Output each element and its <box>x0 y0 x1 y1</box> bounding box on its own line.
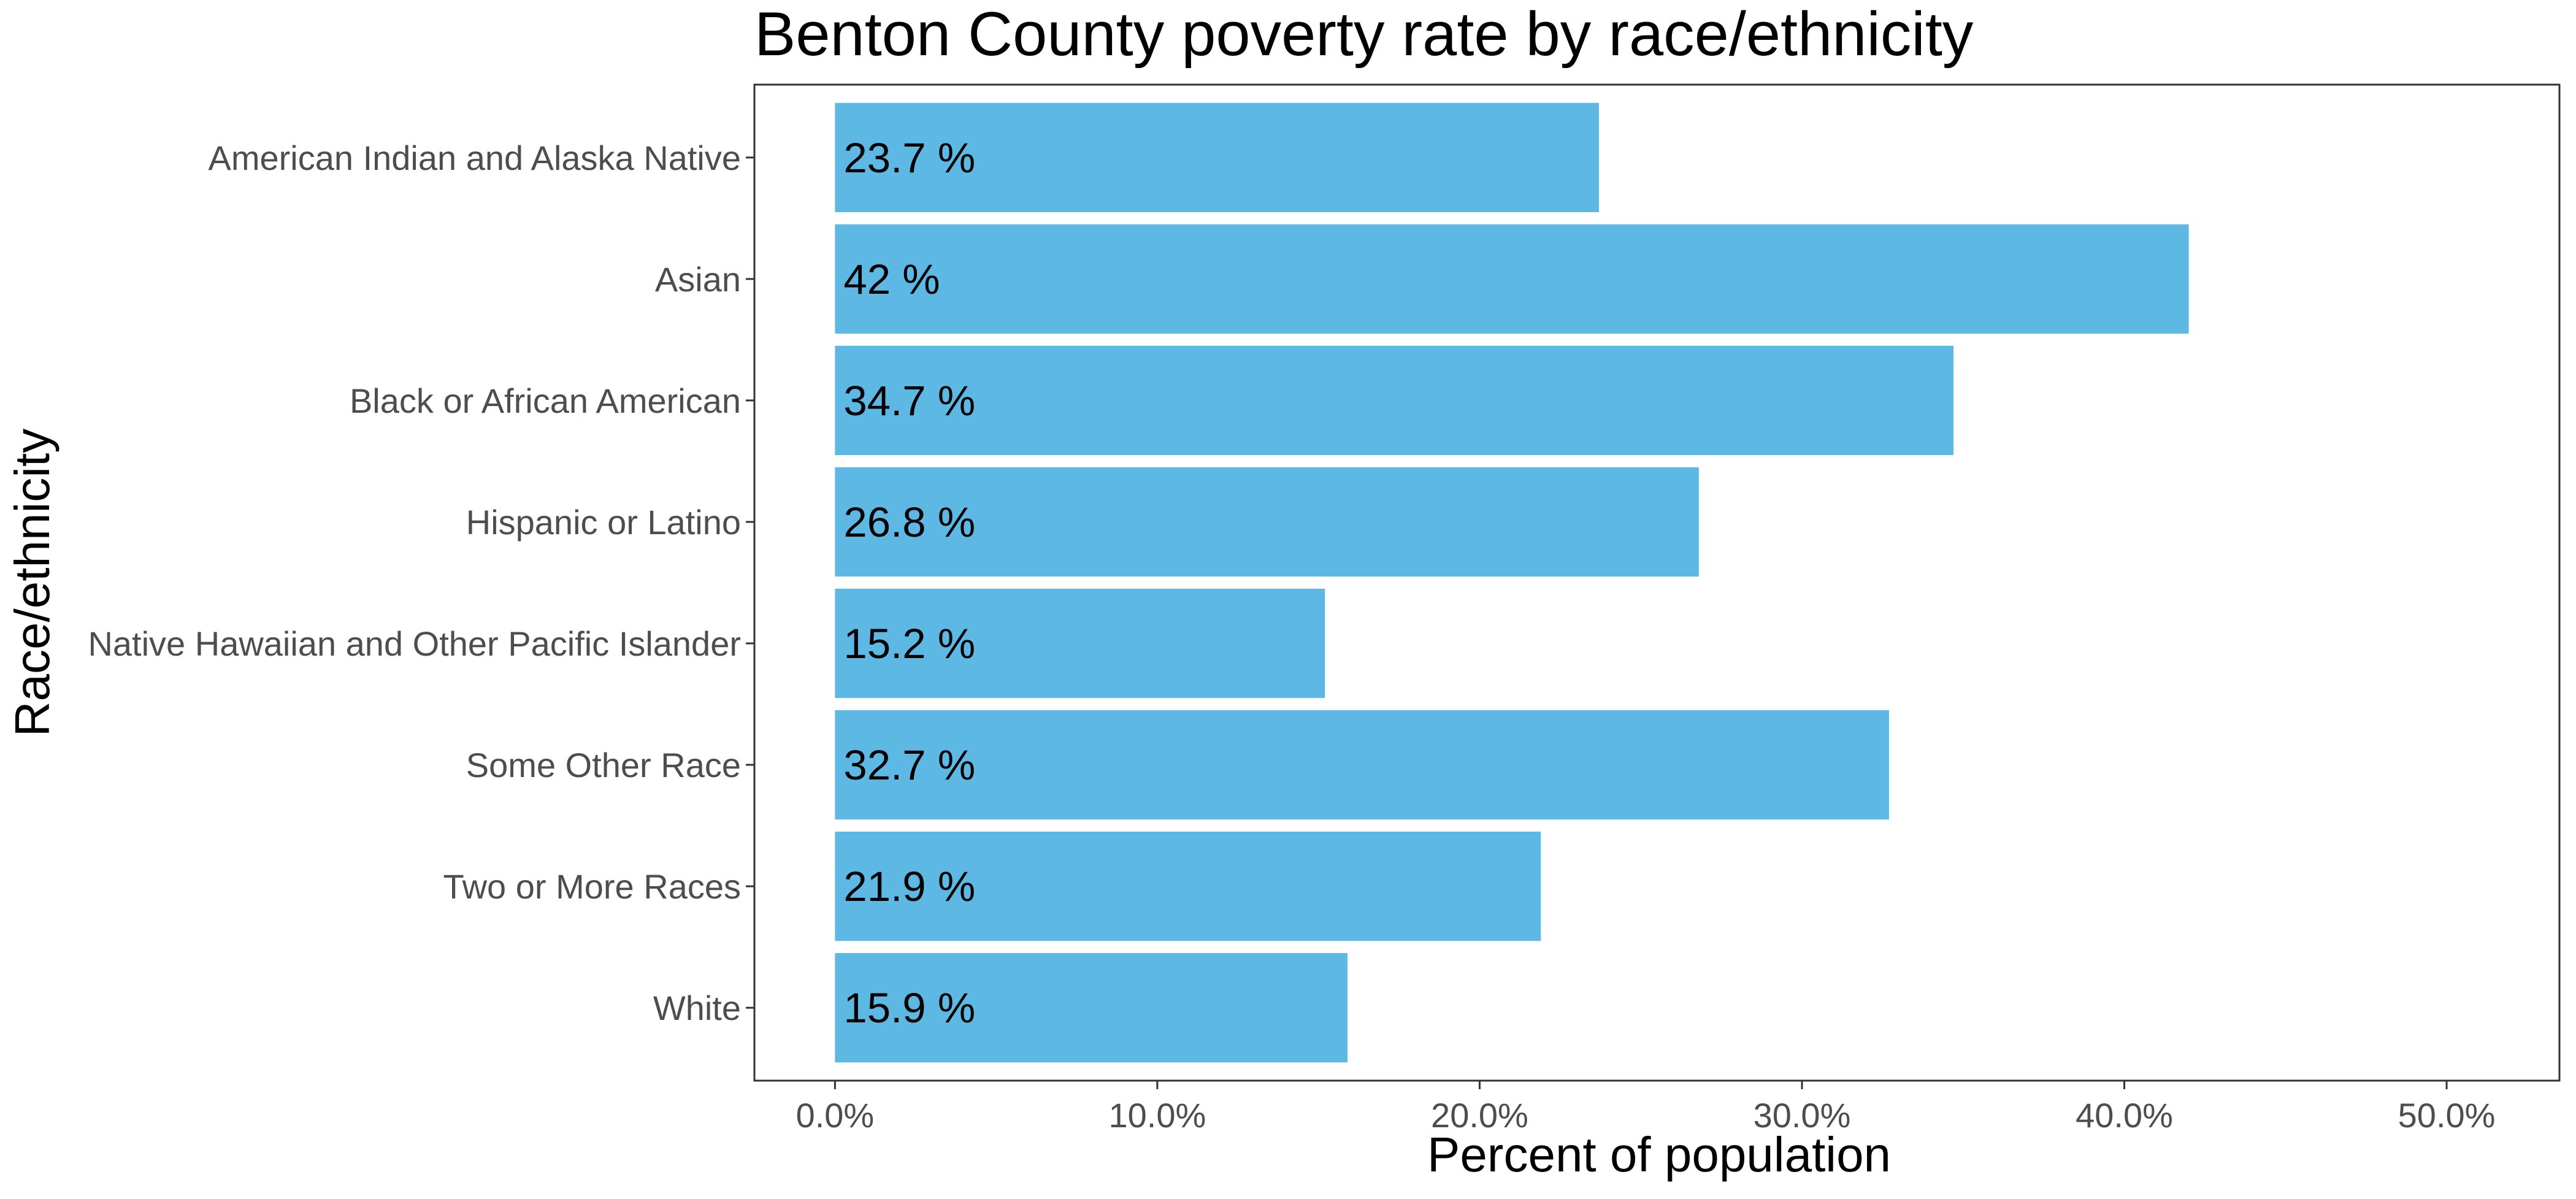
y-axis-title: Race/ethnicity <box>5 429 59 737</box>
bar <box>835 710 1889 820</box>
chart-title: Benton County poverty rate by race/ethni… <box>754 0 1974 69</box>
x-tick-label: 50.0% <box>2398 1096 2496 1135</box>
x-tick-label: 40.0% <box>2076 1096 2173 1135</box>
x-tick-label: 0.0% <box>796 1096 875 1135</box>
bar <box>835 953 1347 1063</box>
x-axis-title: Percent of population <box>1427 1127 1891 1182</box>
bar <box>835 345 1953 456</box>
bar <box>835 224 2189 334</box>
plot-panel-border <box>753 83 2561 1082</box>
y-tick-label: Some Other Race <box>466 746 741 784</box>
y-tick-label: Hispanic or Latino <box>466 503 741 542</box>
data-label: 15.9 % <box>843 984 975 1032</box>
bar <box>835 467 1699 577</box>
bar <box>835 102 1599 212</box>
y-tick-label: Native Hawaiian and Other Pacific Island… <box>88 624 741 663</box>
x-tick-label: 20.0% <box>1431 1096 1528 1135</box>
y-tick-label: Asian <box>655 260 741 299</box>
y-tick-label: American Indian and Alaska Native <box>209 139 742 177</box>
data-label: 23.7 % <box>843 134 975 182</box>
y-tick-label: Two or More Races <box>443 867 742 906</box>
data-label: 15.2 % <box>843 620 975 667</box>
y-tick-label: White <box>653 989 741 1027</box>
data-label: 21.9 % <box>843 863 975 910</box>
data-label: 42 % <box>843 256 940 303</box>
bar <box>835 588 1325 699</box>
plot-area: 23.7 % American Indian and Alaska Native 4… <box>88 83 2561 1135</box>
x-tick-label: 10.0% <box>1109 1096 1206 1135</box>
data-label: 26.8 % <box>843 499 975 546</box>
x-tick-label: 30.0% <box>1754 1096 1851 1135</box>
bar <box>835 832 1541 941</box>
data-label: 32.7 % <box>843 741 975 789</box>
y-tick-label: Black or African American <box>350 381 741 420</box>
data-label: 34.7 % <box>843 377 975 424</box>
